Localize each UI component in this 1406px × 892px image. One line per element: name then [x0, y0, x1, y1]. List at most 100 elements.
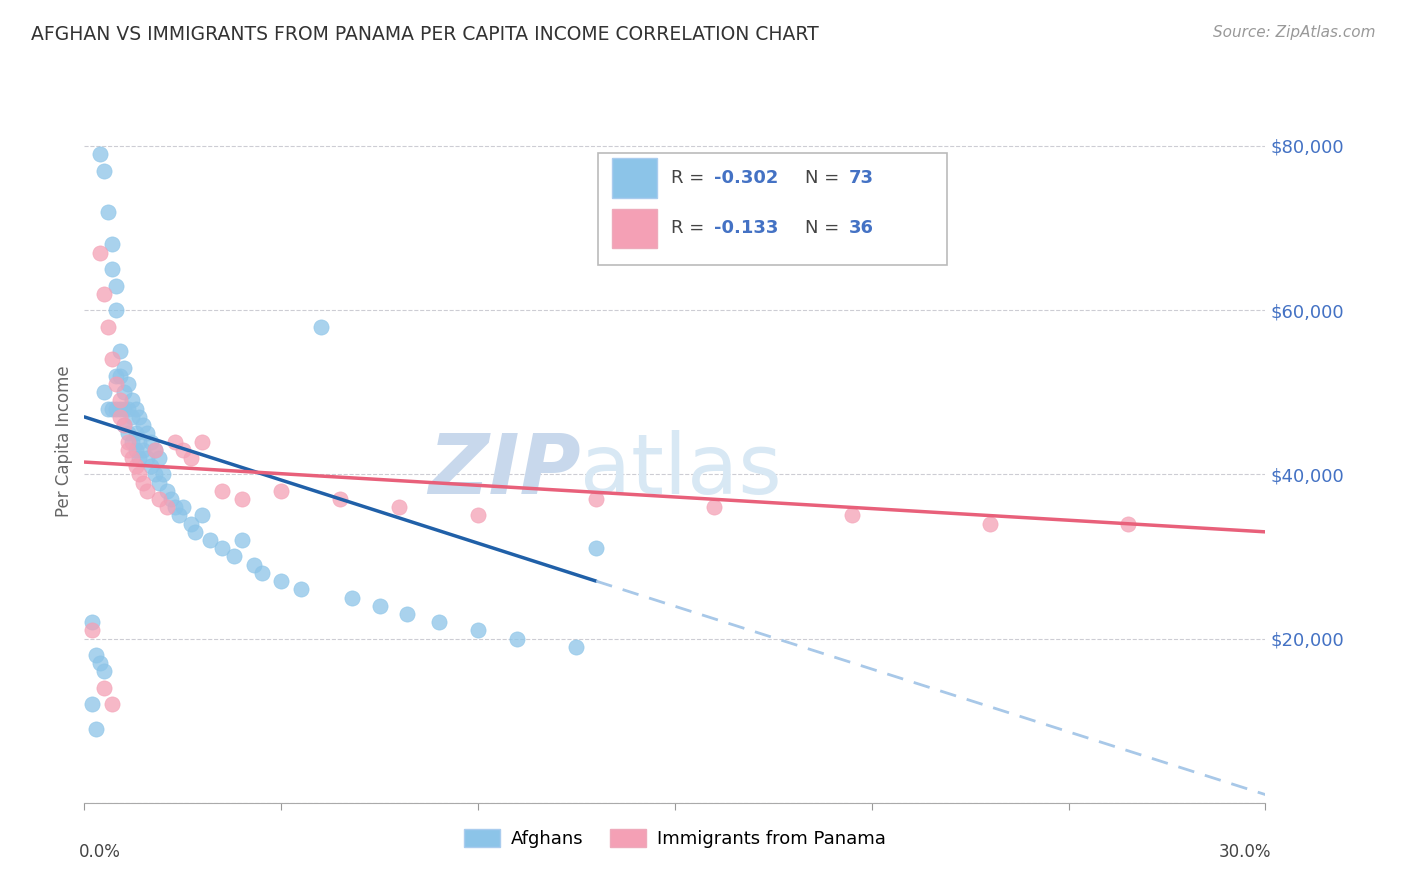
Point	[329, 491, 352, 506]
Point	[108, 368, 131, 383]
Point	[117, 377, 139, 392]
Point	[242, 558, 264, 572]
Point	[180, 516, 202, 531]
Point	[117, 434, 139, 449]
FancyBboxPatch shape	[598, 153, 946, 265]
Point	[141, 434, 163, 449]
Point	[172, 442, 194, 457]
Point	[108, 393, 131, 408]
Point	[108, 409, 131, 424]
Point	[128, 467, 150, 482]
Point	[231, 533, 253, 547]
Point	[191, 508, 214, 523]
Point	[93, 286, 115, 301]
Point	[211, 483, 233, 498]
Point	[136, 426, 159, 441]
Point	[163, 500, 186, 515]
Point	[585, 491, 607, 506]
Point	[89, 657, 111, 671]
Point	[132, 442, 155, 457]
Point	[148, 475, 170, 490]
Point	[148, 491, 170, 506]
Point	[117, 426, 139, 441]
Point	[180, 450, 202, 465]
Point	[156, 483, 179, 498]
Point	[124, 459, 146, 474]
Text: 30.0%: 30.0%	[1219, 843, 1271, 861]
Point	[101, 698, 124, 712]
Text: 0.0%: 0.0%	[79, 843, 121, 861]
Point	[396, 607, 419, 621]
Point	[112, 401, 135, 416]
Point	[93, 163, 115, 178]
Point	[163, 434, 186, 449]
Point	[231, 491, 253, 506]
Point	[82, 698, 104, 712]
Point	[104, 278, 127, 293]
Point	[250, 566, 273, 580]
Point	[388, 500, 411, 515]
Point	[97, 319, 120, 334]
Point	[565, 640, 588, 654]
Point	[124, 401, 146, 416]
Y-axis label: Per Capita Income: Per Capita Income	[55, 366, 73, 517]
Point	[112, 418, 135, 433]
Point	[156, 500, 179, 515]
Point	[117, 401, 139, 416]
Point	[82, 615, 104, 630]
Point	[506, 632, 529, 646]
Text: AFGHAN VS IMMIGRANTS FROM PANAMA PER CAPITA INCOME CORRELATION CHART: AFGHAN VS IMMIGRANTS FROM PANAMA PER CAP…	[31, 25, 818, 44]
Point	[841, 508, 863, 523]
Point	[101, 237, 124, 252]
Point	[84, 648, 107, 662]
Point	[93, 681, 115, 695]
Text: R =: R =	[671, 169, 710, 186]
Point	[112, 360, 135, 375]
Point	[108, 344, 131, 359]
Bar	[612, 158, 657, 198]
Point	[143, 442, 166, 457]
Point	[585, 541, 607, 556]
Text: ZIP: ZIP	[427, 430, 581, 511]
Point	[467, 624, 489, 638]
Point	[222, 549, 245, 564]
Point	[290, 582, 312, 597]
Point	[128, 409, 150, 424]
Bar	[612, 209, 657, 248]
Point	[104, 368, 127, 383]
Point	[97, 401, 120, 416]
Point	[101, 262, 124, 277]
Text: N =: N =	[804, 219, 845, 237]
Point	[1116, 516, 1139, 531]
Text: 36: 36	[848, 219, 873, 237]
Point	[152, 467, 174, 482]
Text: atlas: atlas	[581, 430, 782, 511]
Point	[112, 418, 135, 433]
Point	[340, 591, 363, 605]
Point	[172, 500, 194, 515]
Point	[141, 459, 163, 474]
Point	[132, 475, 155, 490]
Point	[368, 599, 391, 613]
Point	[84, 722, 107, 736]
Point	[128, 434, 150, 449]
Point	[467, 508, 489, 523]
Point	[101, 352, 124, 367]
Point	[82, 624, 104, 638]
Point	[427, 615, 450, 630]
Text: 73: 73	[848, 169, 873, 186]
Point	[136, 483, 159, 498]
Point	[979, 516, 1001, 531]
Point	[104, 401, 127, 416]
Text: -0.302: -0.302	[714, 169, 779, 186]
Point	[121, 434, 143, 449]
Point	[121, 409, 143, 424]
Point	[104, 377, 127, 392]
Point	[121, 393, 143, 408]
Point	[101, 401, 124, 416]
Text: Source: ZipAtlas.com: Source: ZipAtlas.com	[1212, 25, 1375, 40]
Point	[93, 385, 115, 400]
Point	[112, 385, 135, 400]
Point	[143, 442, 166, 457]
Point	[132, 418, 155, 433]
